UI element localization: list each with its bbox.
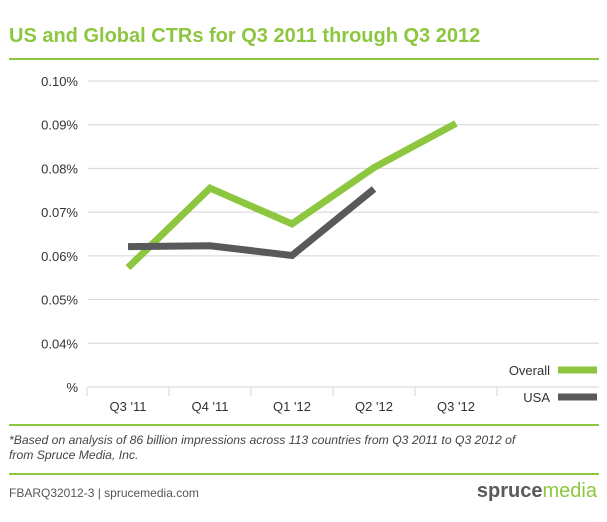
y-tick-label-2: 0.05% xyxy=(41,293,78,308)
series-line-usa xyxy=(127,186,377,260)
y-tick-label-7: 0.10% xyxy=(41,74,78,89)
legend-label-usa: USA xyxy=(523,390,550,405)
top-divider xyxy=(9,58,599,60)
y-tick-label-6: 0.09% xyxy=(41,118,78,133)
x-tick-label-1: Q4 '11 xyxy=(192,399,229,414)
footnote-line-1: *Based on analysis of 86 billion impress… xyxy=(9,433,516,447)
chart-title: US and Global CTRs for Q3 2011 through Q… xyxy=(9,25,481,47)
line-chart: % 0.04% 0.05% 0.06% 0.07% 0.08% 0.09% 0.10% Q3 … xyxy=(41,74,599,414)
series-lines xyxy=(125,120,458,271)
x-tick-label-4: Q3 '12 xyxy=(437,399,475,414)
brand-part-1: spruce xyxy=(476,480,543,502)
footnote-line-2: from Spruce Media, Inc. xyxy=(9,448,139,462)
brand-logo: sprucemedia xyxy=(477,480,597,503)
y-tick-label-4: 0.07% xyxy=(41,205,78,220)
x-tick-label-0: Q3 '11 xyxy=(110,399,147,414)
legend-label-overall: Overall xyxy=(509,363,550,378)
y-tick-label-3: 0.06% xyxy=(41,249,78,264)
y-axis-ticks: % 0.04% 0.05% 0.06% 0.07% 0.08% 0.09% 0.10% xyxy=(41,74,78,395)
x-tick-label-3: Q2 '12 xyxy=(355,399,393,414)
footnote: *Based on analysis of 86 billion impress… xyxy=(9,433,599,463)
x-axis-ticks: Q3 '11 Q4 '11 Q1 '12 Q2 '12 Q3 '12 xyxy=(86,387,498,414)
footer-id-text: FBARQ32012-3 | sprucemedia.com xyxy=(9,486,199,500)
footnote-divider xyxy=(9,424,599,426)
y-tick-label-1: 0.04% xyxy=(41,336,78,351)
legend: Overall USA xyxy=(509,363,597,405)
y-tick-label-5: 0.08% xyxy=(41,161,78,176)
y-tick-label-0: % xyxy=(66,380,78,395)
footer-divider xyxy=(9,473,599,475)
grid-lines xyxy=(88,80,599,388)
brand-part-2: media xyxy=(542,480,597,502)
x-tick-label-2: Q1 '12 xyxy=(273,399,311,414)
